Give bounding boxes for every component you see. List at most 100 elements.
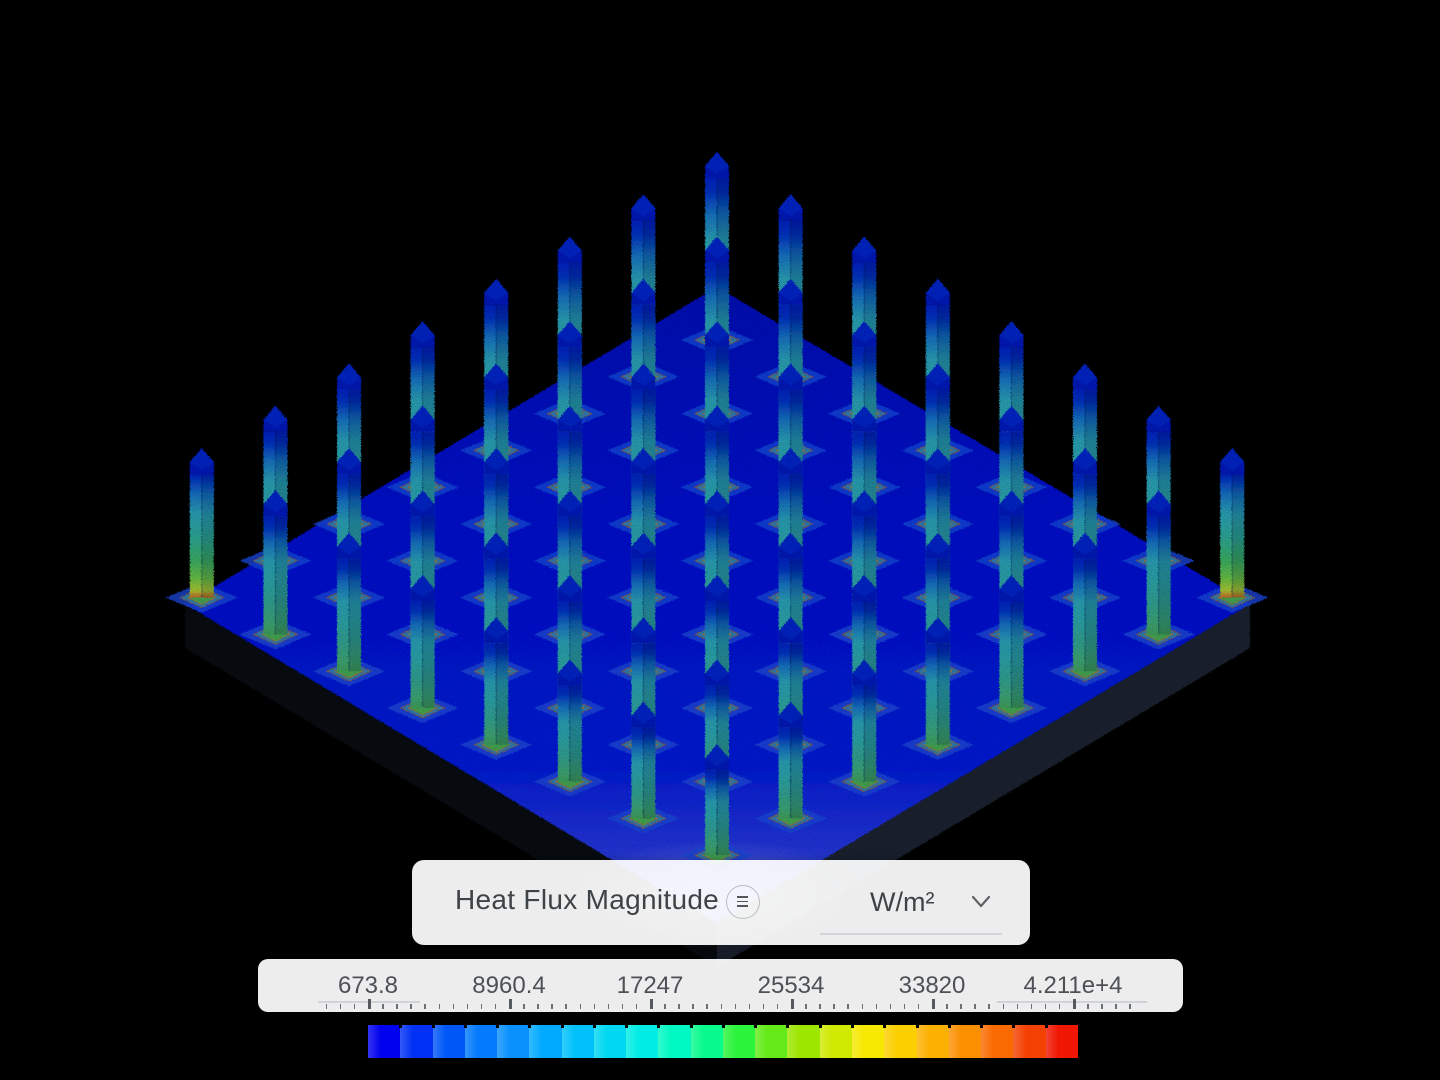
colorbar-segment (560, 1023, 595, 1058)
tick (353, 1004, 356, 1009)
tick (452, 1004, 455, 1009)
colorbar-segment (754, 1023, 788, 1058)
colorbar (368, 1023, 1079, 1058)
tick (551, 1004, 553, 1009)
tick (466, 1004, 469, 1009)
tick (325, 1004, 328, 1009)
tick (819, 1004, 821, 1009)
colorbar-segment (592, 1023, 627, 1058)
legend-value: 33820 (898, 972, 966, 999)
colorbar-segment (1012, 1023, 1046, 1058)
chevron-down-icon (972, 896, 990, 908)
tick (410, 1004, 412, 1009)
tick (847, 1004, 849, 1009)
tick (650, 999, 653, 1009)
tick (1115, 1004, 1117, 1009)
tick (579, 1004, 581, 1009)
tick (1016, 1004, 1019, 1009)
colorbar-segment (625, 1023, 659, 1058)
tick (861, 1004, 863, 1009)
tick (917, 1004, 920, 1009)
tick (664, 1004, 666, 1009)
colorbar-segment (980, 1023, 1014, 1058)
pin (828, 659, 901, 797)
tick (635, 1004, 638, 1009)
colorbar-segment (1044, 1023, 1079, 1058)
pin (460, 617, 533, 760)
colorbar-segment (496, 1023, 530, 1058)
tick (791, 999, 794, 1009)
legend-value[interactable]: 4.211e+4 (1023, 972, 1123, 999)
tick (509, 999, 512, 1009)
colorbar-segment (915, 1023, 950, 1058)
tick (523, 1004, 525, 1009)
tick (903, 1004, 906, 1009)
field-title: Heat Flux Magnitude (455, 884, 720, 915)
unit-value: W/m² (870, 887, 935, 917)
tick (720, 1004, 722, 1009)
legend-scale-panel: 673.8 8960.4 17247 25534 33820 4.211e+4 (258, 959, 1183, 1012)
tick (494, 1004, 497, 1009)
tick (805, 1004, 807, 1009)
pin (1122, 490, 1195, 650)
tick (1044, 1004, 1047, 1009)
tick (565, 1004, 567, 1009)
tick (621, 1004, 624, 1009)
tick (1073, 999, 1076, 1009)
pin (313, 532, 385, 687)
pin (901, 617, 974, 760)
max-value-underline (997, 1001, 1147, 1003)
pin (754, 701, 827, 834)
tick (1058, 1004, 1061, 1009)
tick (960, 1004, 962, 1009)
pin (533, 659, 606, 797)
colorbar-segment (657, 1023, 691, 1058)
tick (833, 1004, 835, 1009)
colorbar-segment (883, 1023, 917, 1058)
tick (762, 1004, 765, 1009)
legend-menu-button[interactable] (726, 885, 760, 919)
tick (889, 1004, 892, 1009)
tick (1087, 1004, 1089, 1009)
tick (368, 999, 371, 1009)
colorbar-segment (399, 1023, 433, 1058)
colorbar-segment (786, 1023, 820, 1058)
colorbar-segment (721, 1023, 756, 1058)
tick (1030, 1004, 1033, 1009)
tick (776, 1004, 779, 1009)
colorbar-segment (431, 1023, 466, 1058)
tick (748, 1004, 751, 1009)
tick (480, 1004, 483, 1009)
tick (396, 1004, 398, 1009)
tick (424, 1004, 426, 1009)
pin (239, 490, 312, 650)
unit-underline (820, 933, 1002, 935)
unit-dropdown[interactable]: W/m² (820, 860, 1002, 945)
tick (974, 1004, 976, 1009)
hamburger-icon (737, 896, 748, 907)
tick (1101, 1004, 1103, 1009)
tick (875, 1004, 878, 1009)
colorbar-segment (947, 1023, 982, 1058)
pin (1196, 448, 1269, 613)
pin (607, 701, 680, 834)
tick (692, 1004, 694, 1009)
legend-value[interactable]: 673.8 (337, 972, 399, 999)
pin (165, 448, 238, 613)
colorbar-segment (818, 1023, 853, 1058)
tick (382, 1004, 384, 1009)
legend-value: 17247 (616, 972, 684, 999)
pin (1049, 532, 1121, 687)
tick (734, 1004, 737, 1009)
tick (438, 1004, 440, 1009)
tick (988, 1004, 990, 1009)
tick (946, 1004, 948, 1009)
tick (537, 1004, 539, 1009)
tick (706, 1004, 708, 1009)
tick (932, 999, 935, 1009)
pin (975, 575, 1048, 723)
tick (593, 1004, 596, 1009)
tick (678, 1004, 680, 1009)
tick (607, 1004, 610, 1009)
